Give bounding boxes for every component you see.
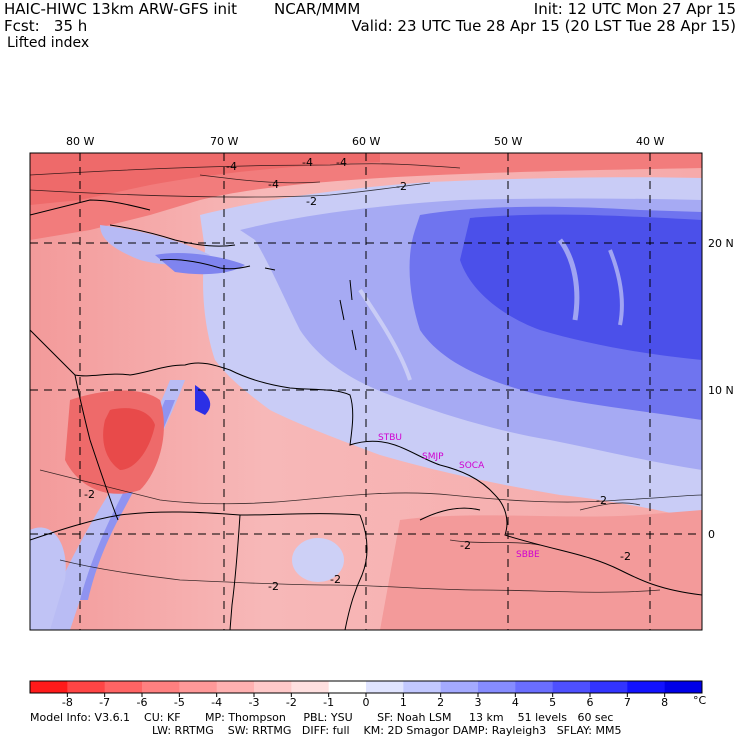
station-label: SMJP xyxy=(422,452,444,462)
colorbar-swatch xyxy=(67,681,106,693)
contour-label: -2 xyxy=(396,180,407,193)
colorbar-swatch xyxy=(552,681,591,693)
field-name: Lifted index xyxy=(7,35,90,51)
station-markers: STBU SMJP SOCA SBBE xyxy=(378,433,540,560)
valid-time: Valid: 23 UTC Tue 28 Apr 15 (20 LST Tue … xyxy=(351,17,736,35)
lifted-index-field: -4 -4 -4 -4 -2 -2 -2 -2 -2 -2 -2 -2 STBU… xyxy=(30,153,702,630)
colorbar-swatch xyxy=(590,681,628,693)
lat-label: 20 N xyxy=(708,237,734,250)
lat-label: 0 xyxy=(708,528,715,541)
contour-label: -2 xyxy=(268,580,279,593)
map-frame xyxy=(29,152,703,631)
colorbar-tick-label: 5 xyxy=(549,696,556,709)
colorbar-tick-label: 8 xyxy=(661,696,668,709)
station-label: SOCA xyxy=(459,461,485,471)
colorbar-swatch xyxy=(440,681,479,693)
contour-label: -2 xyxy=(330,573,341,586)
colorbar-swatch xyxy=(142,681,180,693)
colorbar-unit: °C xyxy=(693,694,707,707)
contour-labels: -4 -4 -4 -4 -2 -2 -2 -2 -2 -2 -2 -2 xyxy=(84,156,631,593)
colorbar xyxy=(29,680,703,694)
contour-label: -2 xyxy=(620,550,631,563)
contour-label: -2 xyxy=(460,539,471,552)
model-info-line2: LW: RRTMG SW: RRTMG DIFF: full KM: 2D Sm… xyxy=(152,724,622,737)
colorbar-swatch xyxy=(104,681,143,693)
forecast-hour: Fcst: 35 h xyxy=(4,17,88,35)
colorbar-tick-label: -5 xyxy=(174,696,185,709)
contour-label: -2 xyxy=(306,195,317,208)
colorbar-swatch xyxy=(403,681,442,693)
latitude-labels: 20 N 10 N 0 xyxy=(708,237,734,541)
station-label: SBBE xyxy=(516,550,540,560)
colorbar-swatch xyxy=(254,681,292,693)
colorbar-tick-label: -1 xyxy=(323,696,334,709)
colorbar-swatch xyxy=(627,681,666,693)
colorbar-tick-label: 1 xyxy=(400,696,407,709)
colorbar-tick-label: 3 xyxy=(475,696,482,709)
colorbar-tick-label: 6 xyxy=(587,696,594,709)
contours xyxy=(30,163,702,593)
colorbar-swatch xyxy=(515,681,554,693)
colorbar-swatch xyxy=(216,681,255,693)
center-label: NCAR/MMM xyxy=(274,0,361,18)
colorbar-tick-label: 7 xyxy=(624,696,631,709)
lon-label: 40 W xyxy=(636,135,664,148)
lat-lon-grid xyxy=(30,153,702,630)
colorbar-tick-label: -2 xyxy=(286,696,297,709)
colorbar-swatch xyxy=(328,681,367,693)
contour-label: -2 xyxy=(596,494,607,507)
contour-label: -4 xyxy=(336,156,347,169)
colorbar-tick-label: 2 xyxy=(437,696,444,709)
colorbar-tick-label: -4 xyxy=(211,696,222,709)
colorbar-tick-label: -8 xyxy=(62,696,73,709)
lat-label: 10 N xyxy=(708,384,734,397)
model-info-line1: Model Info: V3.6.1 CU: KF MP: Thompson P… xyxy=(30,711,614,724)
colorbar-tick-label: -3 xyxy=(249,696,260,709)
colorbar-tick-label: 4 xyxy=(512,696,519,709)
colorbar-tick-label: -6 xyxy=(137,696,148,709)
colorbar-swatch xyxy=(664,681,703,693)
colorbar-swatch xyxy=(478,681,516,693)
colorbar-swatch xyxy=(366,681,404,693)
longitude-labels: 80 W 70 W 60 W 50 W 40 W xyxy=(66,135,664,148)
station-label: STBU xyxy=(378,433,402,443)
model-title: HAIC-HIWC 13km ARW-GFS init xyxy=(4,0,238,18)
contour-label: -4 xyxy=(268,178,279,191)
colorbar-ticks: -8 -7 -6 -5 -4 -3 -2 -1 0 1 2 3 4 5 6 7 8 xyxy=(62,693,668,709)
colorbar-tick-label: -7 xyxy=(99,696,110,709)
lon-label: 60 W xyxy=(352,135,380,148)
init-time: Init: 12 UTC Mon 27 Apr 15 xyxy=(533,0,736,18)
coastlines xyxy=(30,199,702,630)
colorbar-swatch xyxy=(291,681,330,693)
contour-label: -2 xyxy=(84,488,95,501)
colorbar-swatch xyxy=(30,681,68,693)
colorbar-swatch xyxy=(179,681,218,693)
lon-label: 50 W xyxy=(494,135,522,148)
lon-label: 70 W xyxy=(210,135,238,148)
contour-label: -4 xyxy=(226,160,237,173)
contour-label: -4 xyxy=(302,156,313,169)
lon-label: 80 W xyxy=(66,135,94,148)
colorbar-tick-label: 0 xyxy=(363,696,370,709)
